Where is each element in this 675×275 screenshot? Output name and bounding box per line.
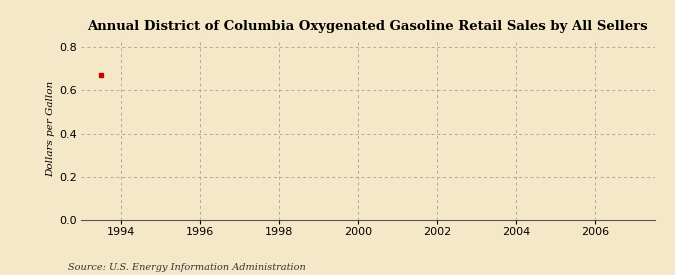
Title: Annual District of Columbia Oxygenated Gasoline Retail Sales by All Sellers: Annual District of Columbia Oxygenated G… [88, 20, 648, 33]
Text: Source: U.S. Energy Information Administration: Source: U.S. Energy Information Administ… [68, 263, 305, 272]
Y-axis label: Dollars per Gallon: Dollars per Gallon [46, 81, 55, 177]
